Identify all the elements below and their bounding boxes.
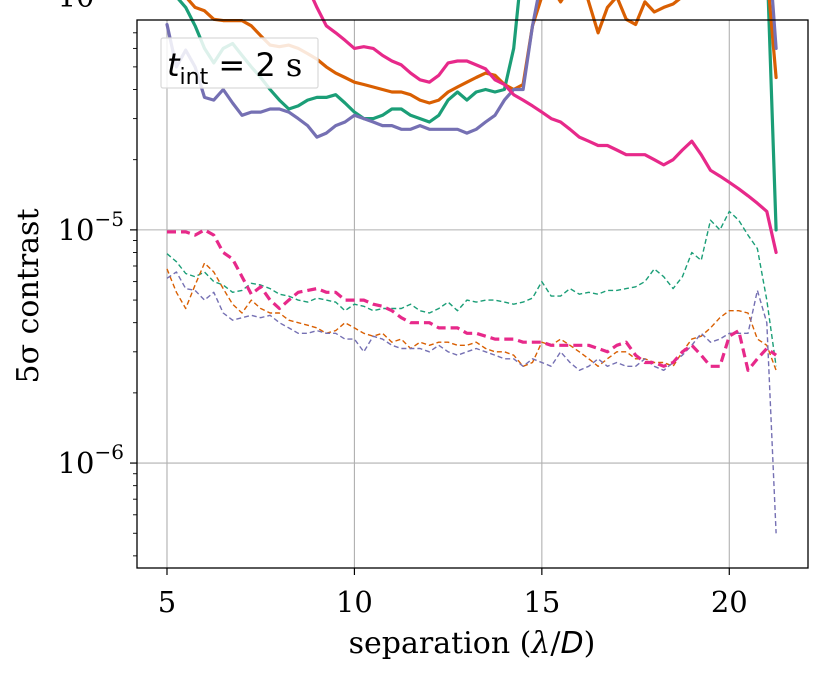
x-tick-label: 10	[336, 585, 373, 619]
x-tick-label: 15	[523, 585, 560, 619]
x-axis-title: separation (λ/D)	[349, 626, 596, 661]
minor-ticks	[133, 32, 137, 557]
x-axis: 5 10 15 20	[158, 568, 748, 619]
y-tick-label: 10−4	[58, 0, 124, 14]
y-axis-title: 5σ contrast	[11, 208, 46, 383]
series-orange-dashed	[166, 262, 777, 371]
plot-frame	[136, 19, 809, 569]
series-pink-dashed	[167, 228, 778, 372]
series-purple-solid	[165, 0, 778, 139]
integration-time-annotation: tint = 2 s	[160, 37, 319, 90]
y-tick-label: 10−5	[58, 207, 124, 247]
y-axis: 10−6 10−5 10−4	[58, 0, 137, 480]
y-tick-label: 10−6	[58, 440, 124, 480]
x-tick-label: 20	[711, 585, 748, 619]
series-pink-solid	[311, 0, 778, 255]
x-tick-label: 5	[158, 585, 176, 619]
plot-background	[137, 20, 808, 568]
series-green-dashed	[166, 210, 777, 367]
svg-text:tint = 2 s: tint = 2 s	[167, 46, 302, 90]
